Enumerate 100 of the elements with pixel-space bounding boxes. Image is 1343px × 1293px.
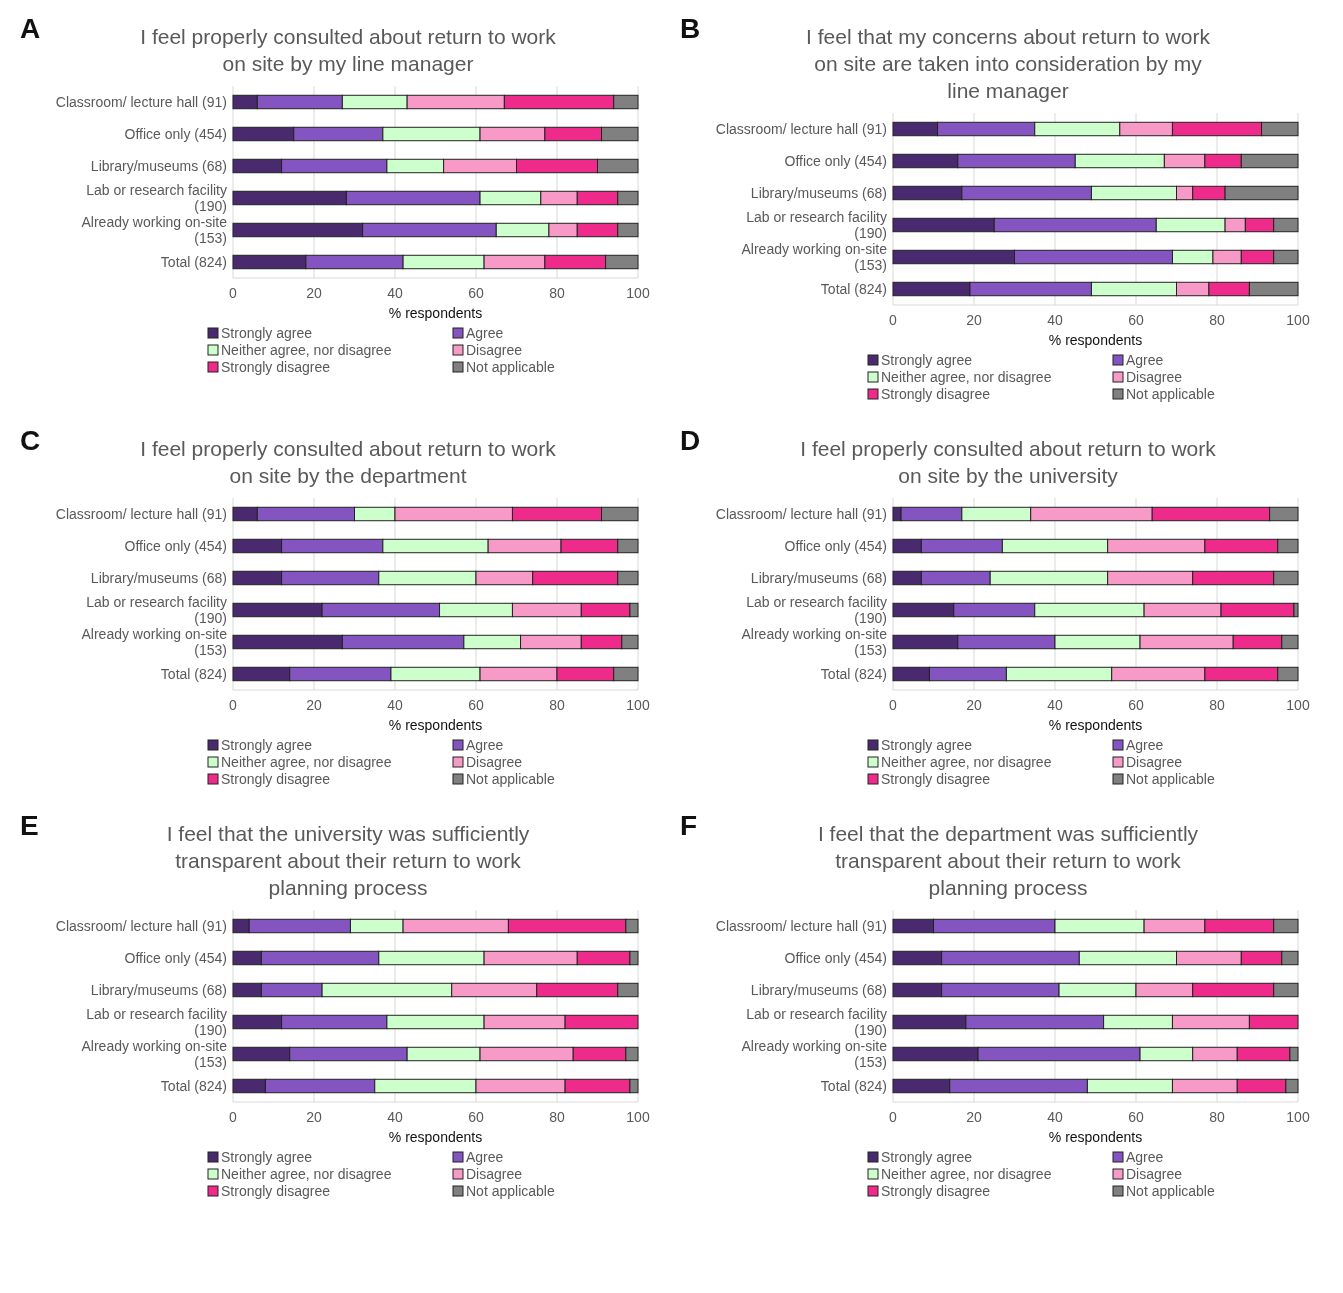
y-tick-label: Library/museums (68): [750, 570, 887, 586]
y-tick-label: Office only (454): [784, 538, 887, 554]
legend-label: Agree: [1126, 1149, 1164, 1165]
chart-title: I feel properly consulted about return to work on site by my line manager: [140, 25, 557, 75]
x-tick-label: 80: [1209, 312, 1225, 328]
x-tick-label: 60: [468, 1109, 484, 1125]
legend-label: Agree: [466, 737, 504, 753]
y-tick-label: Total (824): [820, 666, 887, 682]
legend-label: Disagree: [1126, 1166, 1183, 1182]
text: A: [20, 13, 41, 44]
legend-label: Strongly disagree: [881, 1183, 991, 1199]
legend-label: Agree: [466, 325, 504, 341]
x-tick-label: 0: [889, 1109, 898, 1125]
x-tick-label: 0: [889, 697, 898, 713]
chart-title: I feel that the department was sufficiently transparent about their return to work planning process: [817, 822, 1199, 899]
x-tick-label: 40: [387, 697, 403, 713]
y-tick-label: Classroom/ lecture hall (91): [715, 506, 887, 522]
y-tick-label: Total (824): [820, 1078, 887, 1094]
x-tick-label: 100: [626, 1109, 650, 1125]
y-tick-label: Library/museums (68): [90, 570, 227, 586]
chart-title: I feel that my concerns about return to work on site are taken into consideration by my line manager: [806, 25, 1211, 102]
y-tick-label: Library/museums (68): [90, 982, 227, 998]
legend-label: Disagree: [466, 1166, 523, 1182]
legend-label: Strongly disagree: [221, 771, 331, 787]
legend-label: Disagree: [466, 754, 523, 770]
x-tick-label: 100: [626, 697, 650, 713]
y-tick-label: Classroom/ lecture hall (91): [55, 918, 227, 934]
x-tick-label: 80: [549, 1109, 565, 1125]
y-tick-label: Classroom/ lecture hall (91): [55, 94, 227, 110]
y-tick-label: Library/museums (68): [750, 982, 887, 998]
legend-label: Disagree: [1126, 369, 1183, 385]
x-tick-label: 0: [229, 697, 238, 713]
x-tick-label: 80: [549, 285, 565, 301]
legend-label: Not applicable: [1126, 771, 1215, 787]
x-tick-label: 0: [229, 285, 238, 301]
x-tick-label: 60: [468, 285, 484, 301]
legend-label: Not applicable: [466, 359, 555, 375]
legend-label: Neither agree, nor disagree: [881, 1166, 1052, 1182]
legend-label: Strongly agree: [221, 1149, 313, 1165]
y-tick-label: Already working on-site (153): [741, 241, 888, 273]
x-tick-label: 0: [889, 312, 898, 328]
y-tick-label: Already working on-site (153): [741, 626, 888, 658]
x-axis-title: % respondents: [388, 305, 483, 321]
x-axis-title: % respondents: [1048, 1129, 1143, 1145]
chart-title: I feel that the university was sufficiently transparent about their return to work planning process: [166, 822, 530, 899]
y-tick-label: Classroom/ lecture hall (91): [55, 506, 227, 522]
legend-label: Strongly agree: [881, 1149, 973, 1165]
chart-title: I feel properly consulted about return to work on site by the department: [140, 437, 557, 487]
y-tick-label: Total (824): [160, 1078, 227, 1094]
legend-label: Neither agree, nor disagree: [881, 369, 1052, 385]
legend-label: Strongly disagree: [881, 771, 991, 787]
legend-label: Neither agree, nor disagree: [881, 754, 1052, 770]
legend-label: Not applicable: [1126, 1183, 1215, 1199]
x-axis-title: % respondents: [1048, 332, 1143, 348]
x-tick-label: 20: [306, 697, 322, 713]
y-tick-label: Lab or research facility (190): [86, 182, 227, 214]
y-tick-label: Office only (454): [124, 126, 227, 142]
chart-title: I feel properly consulted about return to work on site by the university: [800, 437, 1217, 487]
legend-label: Strongly disagree: [221, 359, 331, 375]
y-tick-label: Total (824): [160, 254, 227, 270]
legend-label: Strongly agree: [221, 737, 313, 753]
x-tick-label: 100: [626, 285, 650, 301]
x-tick-label: 40: [1047, 697, 1063, 713]
legend-label: Agree: [1126, 737, 1164, 753]
x-tick-label: 40: [387, 1109, 403, 1125]
x-tick-label: 40: [387, 285, 403, 301]
x-tick-label: 80: [549, 697, 565, 713]
y-tick-label: Lab or research facility (190): [746, 1006, 887, 1038]
x-tick-label: 80: [1209, 1109, 1225, 1125]
text: E: [20, 810, 39, 841]
y-tick-label: Already working on-site (153): [81, 214, 228, 246]
y-tick-label: Office only (454): [784, 153, 887, 169]
legend-label: Neither agree, nor disagree: [221, 1166, 392, 1182]
y-tick-label: Already working on-site (153): [741, 1038, 888, 1070]
y-tick-label: Office only (454): [124, 538, 227, 554]
x-tick-label: 60: [1128, 1109, 1144, 1125]
x-tick-label: 20: [966, 697, 982, 713]
legend-label: Not applicable: [1126, 386, 1215, 402]
x-tick-label: 60: [468, 697, 484, 713]
legend-label: Neither agree, nor disagree: [221, 342, 392, 358]
x-tick-label: 40: [1047, 1109, 1063, 1125]
y-tick-label: Office only (454): [784, 950, 887, 966]
y-tick-label: Classroom/ lecture hall (91): [715, 121, 887, 137]
x-tick-label: 20: [966, 312, 982, 328]
legend-label: Agree: [1126, 352, 1164, 368]
text: D: [680, 425, 701, 456]
legend-label: Not applicable: [466, 771, 555, 787]
x-tick-label: 0: [229, 1109, 238, 1125]
y-tick-label: Already working on-site (153): [81, 626, 228, 658]
x-tick-label: 100: [1286, 1109, 1310, 1125]
legend-label: Strongly disagree: [881, 386, 991, 402]
y-tick-label: Total (824): [820, 281, 887, 297]
y-tick-label: Lab or research facility (190): [86, 1006, 227, 1038]
legend-label: Not applicable: [466, 1183, 555, 1199]
x-tick-label: 20: [306, 1109, 322, 1125]
text: C: [20, 425, 41, 456]
legend-label: Neither agree, nor disagree: [221, 754, 392, 770]
x-tick-label: 20: [306, 285, 322, 301]
y-tick-label: Lab or research facility (190): [86, 594, 227, 626]
legend-label: Strongly agree: [881, 352, 973, 368]
